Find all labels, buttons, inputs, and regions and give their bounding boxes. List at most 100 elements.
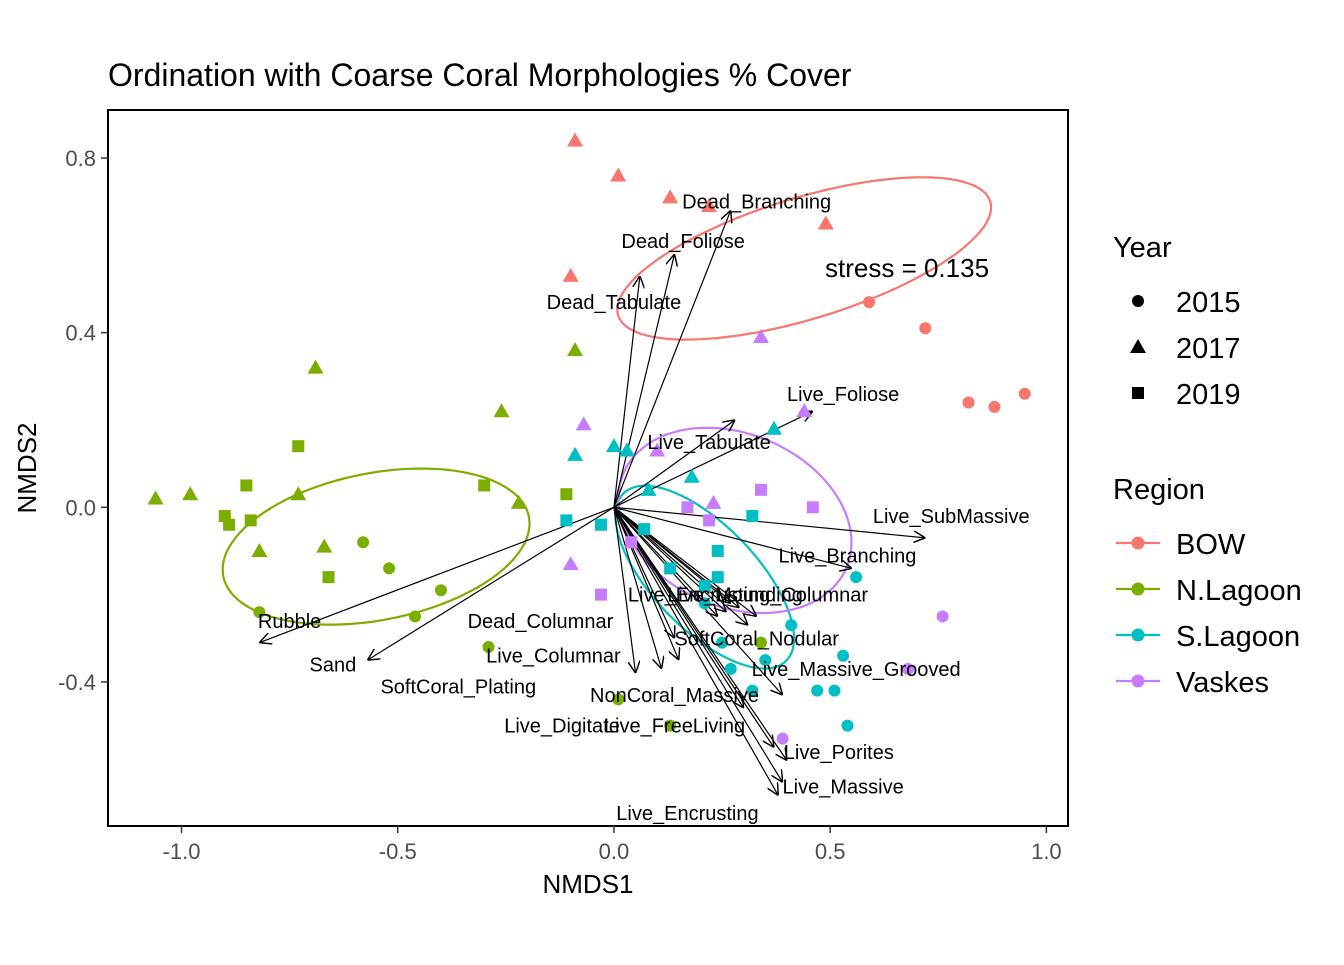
point-bow-2017-4: [817, 215, 834, 230]
point-s-lagoon-2019-48: [711, 544, 724, 557]
vector-label-live-mounding: Live_Mounding: [667, 585, 803, 607]
point-vaskes-2019-72: [754, 483, 767, 496]
vectors-layer: [259, 210, 925, 795]
vector-live-tabulate: [613, 420, 735, 508]
point-n-lagoon-2019-24: [292, 440, 305, 453]
legend-key-dot-n-lagoon: [1131, 582, 1145, 596]
point-vaskes-2015-75: [902, 662, 914, 675]
point-s-lagoon-2017-41: [683, 468, 700, 483]
legend-label-region-vaskes: Vaskes: [1176, 667, 1269, 699]
point-vaskes-2015-74: [776, 732, 789, 745]
point-s-lagoon-2017-40: [640, 481, 657, 496]
point-vaskes-2019-70: [681, 501, 694, 514]
legend-label-year-2019: 2019: [1176, 379, 1241, 411]
point-n-lagoon-2017-12: [182, 486, 199, 501]
legend-key-year-2015: [1132, 295, 1144, 307]
point-bow-2015-6: [863, 296, 876, 309]
vector-label-live-encrusting-columnar: Live_Encrusting_Columnar: [628, 585, 868, 607]
point-vaskes-2015-76: [936, 610, 949, 623]
point-vaskes-2019-73: [806, 501, 819, 514]
vector-dead-tabulate: [613, 276, 640, 508]
legend-key-dot-bow: [1131, 536, 1145, 550]
point-s-lagoon-2017-38: [605, 438, 622, 453]
point-n-lagoon-2017-19: [567, 342, 584, 357]
point-s-lagoon-2015-54: [746, 684, 759, 697]
legend-key-dot-vaskes: [1131, 674, 1145, 688]
point-bow-2017-2: [662, 189, 679, 204]
point-vaskes-2017-64: [649, 442, 666, 457]
vector-label-live-encrusting: Live_Encrusting: [616, 803, 758, 825]
x-tick-label-0: -1.0: [163, 839, 201, 864]
point-n-lagoon-2019-26: [478, 479, 491, 492]
vector-label-live-submassive: Live_SubMassive: [873, 506, 1030, 528]
point-bow-2017-0: [567, 132, 584, 147]
point-s-lagoon-2019-49: [711, 571, 724, 584]
point-s-lagoon-2015-56: [785, 619, 798, 632]
vector-unlabeled-23: [613, 506, 731, 603]
point-s-lagoon-2019-46: [664, 562, 677, 575]
y-axis-title: NMDS2: [12, 422, 42, 513]
point-bow-2017-3: [701, 198, 718, 213]
vector-label-dead-columnar: Dead_Columnar: [468, 611, 614, 633]
point-n-lagoon-2015-35: [664, 719, 677, 732]
point-s-lagoon-2015-58: [828, 684, 841, 697]
vector-label-live-columnar: Live_Columnar: [486, 646, 621, 668]
vector-label-live-digitate: Live_Digitate: [504, 716, 620, 738]
point-s-lagoon-2015-60: [841, 719, 854, 732]
vector-label-live-foliose: Live_Foliose: [787, 384, 899, 406]
point-vaskes-2019-69: [625, 536, 638, 549]
vector-label-live-branching: Live_Branching: [779, 545, 917, 567]
ellipse-n-lagoon: [221, 467, 531, 626]
vector-label-sand: Sand: [310, 654, 357, 676]
point-n-lagoon-2019-22: [240, 479, 253, 492]
points-layer: [147, 132, 1031, 745]
legend-label-region-bow: BOW: [1176, 529, 1246, 561]
point-bow-2017-1: [610, 167, 627, 182]
x-tick-label-1: -0.5: [379, 839, 417, 864]
point-n-lagoon-2017-13: [251, 542, 268, 557]
point-n-lagoon-2017-18: [510, 494, 527, 509]
y-tick-label-2: 0.4: [65, 321, 96, 346]
point-n-lagoon-2019-27: [560, 488, 573, 501]
ellipses-layer: [221, 176, 993, 670]
vector-label-live-porites: Live_Porites: [784, 742, 894, 764]
point-n-lagoon-2019-25: [322, 571, 335, 584]
ellipse-s-lagoon: [614, 484, 796, 670]
point-n-lagoon-2015-34: [612, 693, 625, 706]
vector-dead-foliose: [613, 254, 675, 508]
legend-key-year-2019: [1132, 387, 1144, 399]
plot-panel: [107, 109, 1069, 827]
point-vaskes-2017-65: [705, 494, 722, 509]
point-bow-2015-9: [988, 400, 1001, 413]
vector-unlabeled-24: [613, 506, 718, 616]
stress-annotation: stress = 0.135: [825, 253, 989, 283]
point-vaskes-2017-63: [562, 556, 579, 571]
vector-label-live-massive-grooved: Live_Massive_Grooved: [752, 659, 961, 681]
legend-key-dot-s-lagoon: [1131, 628, 1145, 642]
vector-live-digitate: [613, 507, 636, 673]
legend-label-year-2017: 2017: [1176, 333, 1241, 365]
x-tick-label-4: 1.0: [1031, 839, 1062, 864]
point-n-lagoon-2019-23: [244, 514, 257, 527]
point-n-lagoon-2015-32: [434, 584, 447, 597]
x-tick-label-2: 0.0: [599, 839, 630, 864]
point-n-lagoon-2015-36: [754, 636, 767, 649]
vector-live-porites: [613, 506, 787, 760]
vector-label-live-freeliving: Live_FreeLiving: [604, 716, 745, 738]
point-n-lagoon-2015-30: [383, 562, 396, 575]
vector-live-branching: [613, 506, 852, 568]
point-vaskes-2017-62: [575, 416, 592, 431]
point-s-lagoon-2019-45: [638, 523, 651, 536]
point-s-lagoon-2015-53: [724, 662, 737, 675]
x-axis-title: NMDS1: [542, 869, 633, 899]
point-vaskes-2019-68: [594, 588, 607, 601]
vector-labels-layer: Dead_Branching Dead_Foliose Dead_Tabulate L…: [258, 192, 1030, 825]
point-bow-2015-8: [962, 396, 975, 409]
point-vaskes-2017-67: [796, 403, 813, 418]
point-s-lagoon-2017-42: [765, 420, 782, 435]
axes-layer: -1.0 -0.5 0.0 0.5 1.0 -0.4 0.0 0.4 0.8: [58, 146, 1062, 864]
vector-unlabeled-22: [613, 506, 726, 612]
point-n-lagoon-2017-17: [493, 403, 510, 418]
